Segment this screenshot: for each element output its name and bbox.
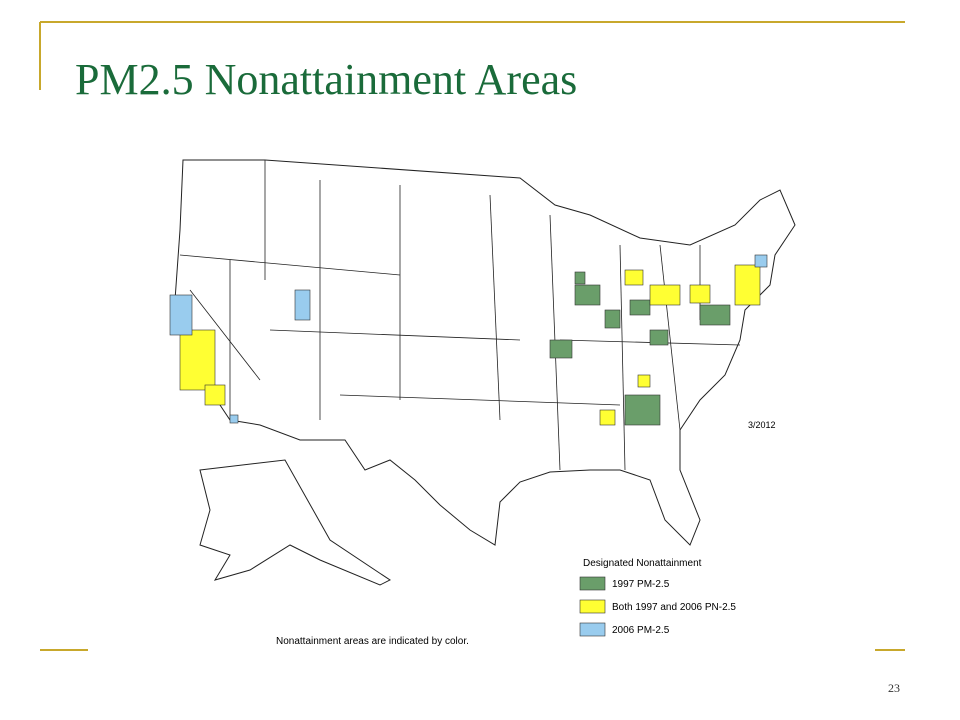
legend-swatch [579,576,606,591]
us-map [174,159,796,586]
legend-swatch [579,622,606,637]
slide-title: PM2.5 Nonattainment Areas [75,55,577,104]
legend: 1997 PM-2.5 Both 1997 and 2006 PN-2.5 2006… [579,576,736,637]
legend-title: Designated Nonattainment [583,558,702,569]
legend-label: Both 1997 and 2006 PN-2.5 [612,602,736,613]
nonattainment-areas [169,254,768,426]
page-number: 23 [888,681,900,695]
map-date: 3/2012 [748,420,776,430]
legend-label: 1997 PM-2.5 [612,579,670,590]
map-note: Nonattainment areas are indicated by col… [276,636,469,647]
decor [39,21,905,651]
legend-label: 2006 PM-2.5 [612,625,670,636]
legend-swatch [579,599,606,614]
